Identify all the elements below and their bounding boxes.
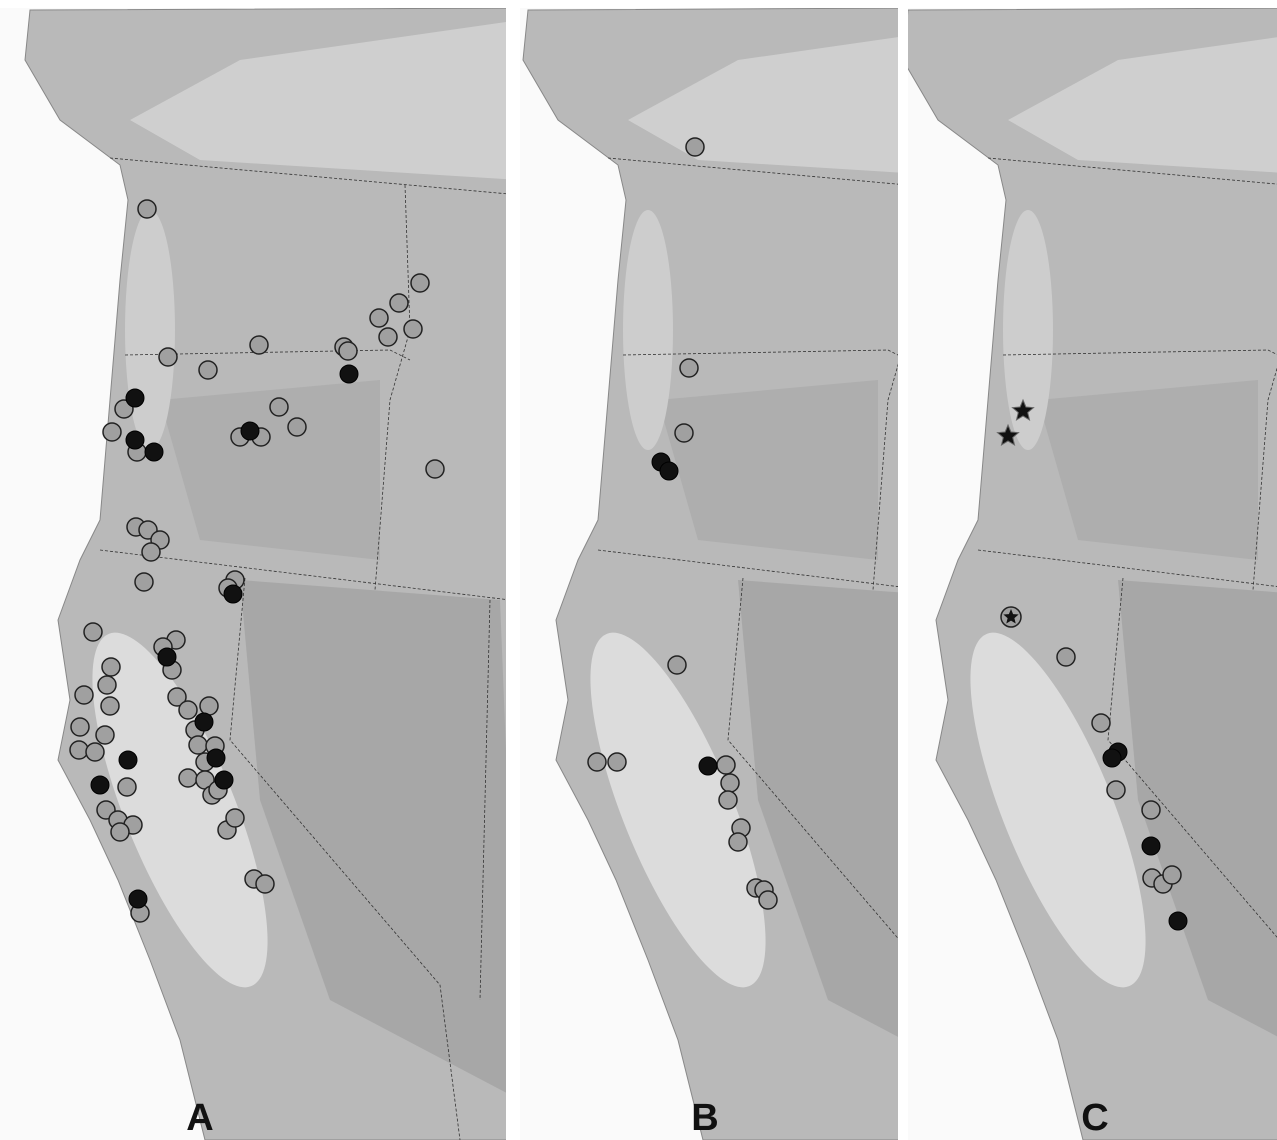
gray-locality (1142, 801, 1160, 819)
gray-locality (588, 753, 606, 771)
black-locality (699, 757, 717, 775)
gray-locality (138, 200, 156, 218)
black-locality (126, 431, 144, 449)
gray-locality (86, 743, 104, 761)
gray-locality (71, 718, 89, 736)
gray-locality (84, 623, 102, 641)
black-locality (340, 365, 358, 383)
gray-locality (103, 423, 121, 441)
black-locality (241, 422, 259, 440)
gray-locality (675, 424, 693, 442)
gray-locality (686, 138, 704, 156)
gray-locality (390, 294, 408, 312)
gray-locality (1092, 714, 1110, 732)
black-locality (91, 776, 109, 794)
gray-locality (256, 875, 274, 893)
gray-locality (118, 778, 136, 796)
puget-valley (125, 210, 175, 450)
gray-locality (102, 658, 120, 676)
black-locality (129, 890, 147, 908)
panel-label: C (1081, 1097, 1108, 1139)
gray-locality (200, 697, 218, 715)
gray-locality (70, 741, 88, 759)
gray-locality (668, 656, 686, 674)
gray-locality (608, 753, 626, 771)
black-locality (660, 462, 678, 480)
gray-locality (426, 460, 444, 478)
gray-locality (270, 398, 288, 416)
gray-locality (721, 774, 739, 792)
gray-locality (250, 336, 268, 354)
panel-label: B (691, 1097, 718, 1139)
gray-locality (1107, 781, 1125, 799)
gray-locality (179, 769, 197, 787)
black-locality (145, 443, 163, 461)
gray-locality (680, 359, 698, 377)
gray-locality (339, 342, 357, 360)
gray-locality (729, 833, 747, 851)
gray-locality (717, 756, 735, 774)
map-figure: A B C (0, 0, 1277, 1140)
gray-locality (411, 274, 429, 292)
gray-locality (199, 361, 217, 379)
black-locality (158, 648, 176, 666)
panels (0, 0, 1277, 1140)
gray-locality (370, 309, 388, 327)
panel-label: A (186, 1097, 213, 1139)
black-locality (224, 585, 242, 603)
gray-locality (404, 320, 422, 338)
black-locality (207, 749, 225, 767)
gray-locality (759, 891, 777, 909)
gray-locality (1163, 866, 1181, 884)
black-locality (1142, 837, 1160, 855)
gray-locality (379, 328, 397, 346)
gray-locality (111, 823, 129, 841)
puget-valley (623, 210, 673, 450)
gray-locality (98, 676, 116, 694)
black-locality (1169, 912, 1187, 930)
gray-locality (75, 686, 93, 704)
gray-locality (142, 543, 160, 561)
black-locality (126, 389, 144, 407)
gray-locality (135, 573, 153, 591)
gray-locality (719, 791, 737, 809)
black-locality (215, 771, 233, 789)
black-locality (1103, 749, 1121, 767)
gray-locality (1057, 648, 1075, 666)
gray-locality (101, 697, 119, 715)
black-locality (195, 713, 213, 731)
gray-locality (189, 736, 207, 754)
gray-locality (96, 726, 114, 744)
gray-locality (288, 418, 306, 436)
black-locality (119, 751, 137, 769)
gray-locality (179, 701, 197, 719)
gray-locality (159, 348, 177, 366)
gray-locality (226, 809, 244, 827)
